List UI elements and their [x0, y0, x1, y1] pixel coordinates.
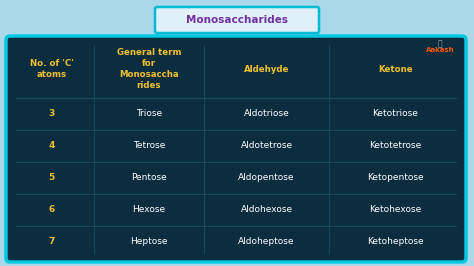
Text: Heptose: Heptose [130, 238, 168, 247]
Text: No. of 'C'
atoms: No. of 'C' atoms [30, 59, 74, 79]
FancyBboxPatch shape [155, 7, 319, 33]
Text: Aldopentose: Aldopentose [238, 173, 295, 182]
Text: 6: 6 [49, 206, 55, 214]
Text: Pentose: Pentose [131, 173, 167, 182]
Text: 3: 3 [49, 110, 55, 118]
Text: Ketoheptose: Ketoheptose [367, 238, 424, 247]
Text: Aldohexose: Aldohexose [240, 206, 292, 214]
Text: Monosaccharides: Monosaccharides [186, 15, 288, 25]
Text: Aldehyde: Aldehyde [244, 64, 289, 73]
Text: 4: 4 [49, 142, 55, 151]
Text: 7: 7 [49, 238, 55, 247]
FancyBboxPatch shape [6, 36, 466, 262]
Text: Triose: Triose [136, 110, 162, 118]
Text: 5: 5 [49, 173, 55, 182]
Text: Ketone: Ketone [378, 64, 413, 73]
Text: Ⓜ: Ⓜ [438, 39, 442, 48]
Text: Ketotriose: Ketotriose [373, 110, 418, 118]
Text: Aakash: Aakash [426, 47, 454, 53]
Text: Ketotetrose: Ketotetrose [369, 142, 421, 151]
Text: General term
for
Monosaccha
rides: General term for Monosaccha rides [117, 48, 181, 90]
Text: Ketopentose: Ketopentose [367, 173, 424, 182]
Text: Aldotetrose: Aldotetrose [240, 142, 292, 151]
Text: Aldoheptose: Aldoheptose [238, 238, 295, 247]
Text: Ketohexose: Ketohexose [369, 206, 421, 214]
Text: Aldotriose: Aldotriose [244, 110, 290, 118]
Text: Hexose: Hexose [132, 206, 165, 214]
Text: Tetrose: Tetrose [133, 142, 165, 151]
